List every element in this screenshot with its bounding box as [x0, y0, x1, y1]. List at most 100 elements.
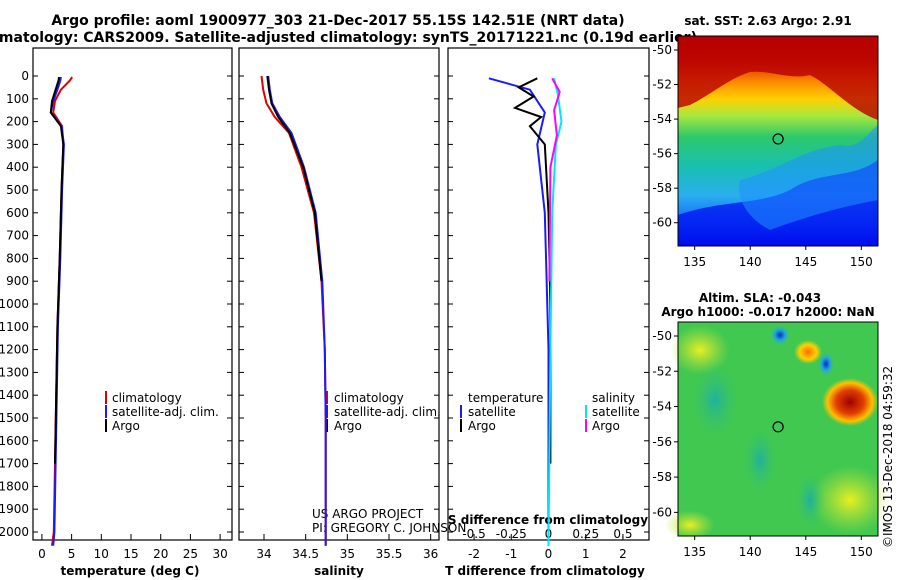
sla-blue-eddy [818, 352, 834, 376]
depth-tick-label: 1900 [0, 502, 29, 516]
lon-tick-label: 140 [739, 545, 762, 559]
series-line-climatology [260, 75, 327, 546]
legend-label-t-argo: Argo [468, 419, 496, 433]
depth-tick-label: 200 [6, 115, 29, 129]
t-difference-axis-label: T difference from climatology [445, 564, 645, 578]
depth-tick-label: 1000 [0, 297, 29, 311]
series-line-s-argo [548, 77, 561, 282]
x-tick-label: 35.5 [376, 547, 403, 561]
pi-credit: PI: GREGORY C. JOHNSON [312, 521, 466, 535]
lat-tick-label: -50 [652, 43, 672, 57]
top-tick-label: -0.25 [496, 527, 527, 541]
figure-title-line1: Argo profile: aoml 1900977_303 21-Dec-20… [51, 13, 624, 29]
depth-tick-label: 1800 [0, 479, 29, 493]
x-tick-label: 35 [340, 547, 355, 561]
top-tick-label: -0.5 [462, 527, 485, 541]
lat-tick-label: -58 [652, 181, 672, 195]
lat-tick-label: -60 [652, 216, 672, 230]
depth-tick-label: 500 [6, 183, 29, 197]
depth-tick-label: 600 [6, 206, 29, 220]
lon-tick-label: 150 [850, 545, 873, 559]
series-line-argo [266, 75, 323, 282]
sla-yellow-patch [810, 465, 890, 535]
lon-tick-label: 150 [850, 255, 873, 269]
depth-tick-label: 1300 [0, 365, 29, 379]
lat-tick-label: -54 [652, 400, 672, 414]
sst-map [678, 36, 878, 246]
lat-tick-label: -52 [652, 78, 672, 92]
sla-teal-patch [742, 425, 778, 495]
depth-tick-label: 900 [6, 274, 29, 288]
lat-tick-label: -52 [652, 364, 672, 378]
x-tick-label: 0 [545, 547, 553, 561]
x-tick-label: 0 [38, 547, 46, 561]
x-tick-label: 10 [94, 547, 109, 561]
depth-tick-label: 100 [6, 92, 29, 106]
lat-tick-label: -58 [652, 470, 672, 484]
x-tick-label: 2 [619, 547, 627, 561]
sla-blue-eddy [770, 325, 790, 345]
depth-tick-label: 800 [6, 251, 29, 265]
lat-tick-label: -56 [652, 435, 672, 449]
depth-tick-label: 1500 [0, 411, 29, 425]
depth-axis: 0 100 200 300 400 500 600 700 800 900 1000 1100 1200… [0, 69, 29, 539]
top-tick-label: 0.25 [572, 527, 599, 541]
imos-credit: ©IMOS 13-Dec-2018 04:59:32 [881, 366, 895, 548]
lat-tick-label: -56 [652, 147, 672, 161]
sla-red-eddy [822, 378, 878, 426]
x-tick-label: -1 [505, 547, 517, 561]
x-tick-label: 30 [212, 547, 227, 561]
legend-label-satellite: satellite-adj. clim. [112, 405, 219, 419]
depth-tick-label: 2000 [0, 525, 29, 539]
lon-tick-label: 135 [683, 255, 706, 269]
depth-tick-label: 1100 [0, 320, 29, 334]
legend-label-argo: Argo [334, 419, 362, 433]
top-tick-label: 0.5 [613, 527, 632, 541]
project-credit: US ARGO PROJECT [312, 507, 424, 521]
depth-tick-label: 300 [6, 137, 29, 151]
sla-orange-eddy [794, 340, 822, 364]
sst-warm-front [678, 36, 878, 120]
depth-tick-label: 700 [6, 229, 29, 243]
sla-teal-patch [795, 470, 825, 530]
depth-tick-label: 0 [21, 69, 29, 83]
sla-teal-patch [690, 360, 740, 440]
sst-mid-blue [739, 125, 878, 230]
sla-map-axes: -50 -52 -54 -56 -58 -60 135 140 145 150 [652, 321, 879, 559]
sla-map-title-line2: Argo h1000: -0.017 h2000: NaN [661, 305, 874, 319]
x-tick-label: 36 [423, 547, 438, 561]
x-tick-label: -2 [468, 547, 480, 561]
lon-tick-label: 145 [794, 255, 817, 269]
panel-ticks: 0 5 10 15 20 25 30 34 34.5 35 35.5 36 -2 -1 0 1 2 -0.5 -0.… [33, 75, 649, 561]
depth-tick-label: 1600 [0, 434, 29, 448]
legend-label-climatology: climatology [112, 391, 182, 405]
series-line-satellite-adj-clim- [267, 75, 327, 546]
sst-float-marker [772, 133, 784, 145]
sla-float-marker [772, 421, 784, 433]
map-frame [677, 35, 879, 247]
series-line-t-argo [512, 77, 552, 464]
salinity-panel [238, 47, 440, 541]
temperature-axis-label: temperature (deg C) [61, 564, 200, 578]
sst-map-axes: -50 -52 -54 -56 -58 -60 135 140 145 150 [652, 35, 879, 269]
legend-label-s-satellite: satellite [592, 405, 640, 419]
lon-tick-label: 145 [794, 545, 817, 559]
legend-label-t-satellite: satellite [468, 405, 516, 419]
depth-tick-label: 1700 [0, 457, 29, 471]
series-line-t-satellite [488, 77, 550, 546]
x-tick-label: 15 [123, 547, 138, 561]
sla-map [665, 322, 890, 540]
x-tick-label: 34.5 [292, 547, 319, 561]
map-frame [677, 321, 879, 537]
depth-tick-label: 400 [6, 160, 29, 174]
salinity-legend: climatology satellite-adj. clim. Argo [326, 391, 441, 433]
salinity-axis-label: salinity [314, 564, 364, 578]
x-tick-label: 34 [256, 547, 271, 561]
depth-tick-label: 1400 [0, 388, 29, 402]
legend-label-argo: Argo [112, 419, 140, 433]
legend-title-salinity: salinity [592, 391, 635, 405]
lat-tick-label: -54 [652, 112, 672, 126]
difference-legend: temperature satellite Argo salinity sate… [460, 391, 640, 433]
legend-label-satellite: satellite-adj. clim. [334, 405, 441, 419]
